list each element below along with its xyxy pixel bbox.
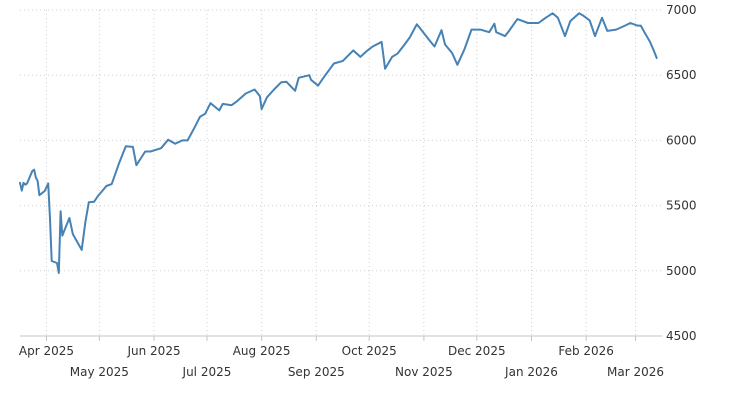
y-tick-label: 6500	[666, 68, 697, 82]
y-tick-label: 6000	[666, 133, 697, 147]
y-tick-label: 5500	[666, 199, 697, 213]
x-tick-label: Jun 2025	[126, 344, 180, 358]
x-tick-label: Nov 2025	[395, 365, 453, 379]
x-tick-label: Apr 2025	[19, 344, 74, 358]
x-tick-label: Feb 2026	[558, 344, 614, 358]
x-tick-label: Oct 2025	[342, 344, 397, 358]
series	[19, 12, 658, 274]
x-tick-label: Jan 2026	[504, 365, 558, 379]
x-tick-label: Dec 2025	[448, 344, 506, 358]
x-tick-label: Sep 2025	[288, 365, 345, 379]
x-tick-label: May 2025	[70, 365, 129, 379]
y-tick-label: 4500	[666, 329, 697, 343]
y-tick-label: 5000	[666, 264, 697, 278]
x-tick-label: Mar 2026	[607, 365, 664, 379]
y-tick-label: 7000	[666, 3, 697, 17]
series-line	[19, 12, 658, 274]
x-tick-label: Aug 2025	[233, 344, 291, 358]
y-axis: 4500 5000 5500 6000 6500 7000	[666, 3, 697, 343]
x-tick-label: Jul 2025	[182, 365, 232, 379]
